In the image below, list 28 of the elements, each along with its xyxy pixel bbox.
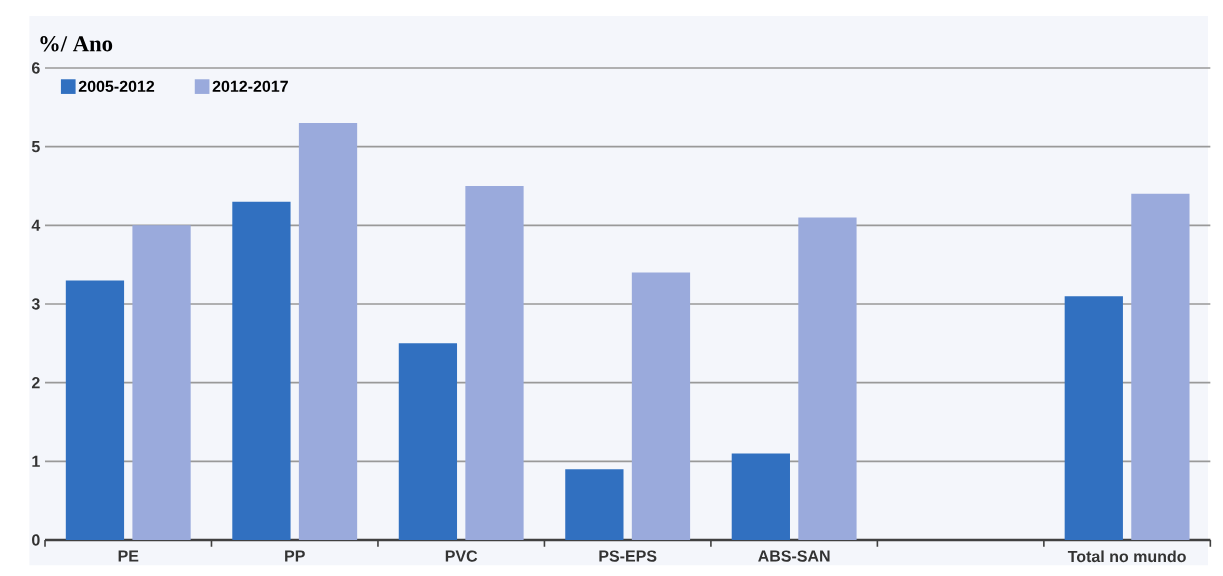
legend-label: 2012-2017 <box>212 80 288 92</box>
x-tick-label: PS-EPS <box>599 550 657 562</box>
y-tick-label: 1 <box>32 455 40 467</box>
y-tick-label: 2 <box>31 377 40 389</box>
y-tick-label: 0 <box>32 534 40 546</box>
x-tick-label: ABS-SAN <box>758 550 830 562</box>
bar <box>465 186 524 540</box>
bar <box>232 201 291 540</box>
bar <box>1064 296 1123 540</box>
bar <box>298 123 358 540</box>
bar <box>398 343 458 540</box>
x-tick-label: Total no mundo <box>1067 550 1186 563</box>
x-tick-label: PP <box>285 550 305 562</box>
y-tick-label: 6 <box>31 62 40 74</box>
bar <box>132 225 191 540</box>
y-tick-label: 4 <box>31 219 41 231</box>
y-tick-label: 5 <box>31 141 40 153</box>
x-tick-label: PVC <box>445 550 478 562</box>
bar <box>1131 193 1190 540</box>
bar <box>65 280 125 540</box>
legend-label: 2005-2012 <box>78 80 155 92</box>
bar <box>731 453 790 540</box>
bar <box>565 469 624 540</box>
x-tick-label: PE <box>118 550 139 562</box>
bar <box>798 217 857 540</box>
y-axis-title: %/ Ano <box>40 36 113 52</box>
y-tick-label: 3 <box>31 298 40 310</box>
bar <box>631 272 691 540</box>
